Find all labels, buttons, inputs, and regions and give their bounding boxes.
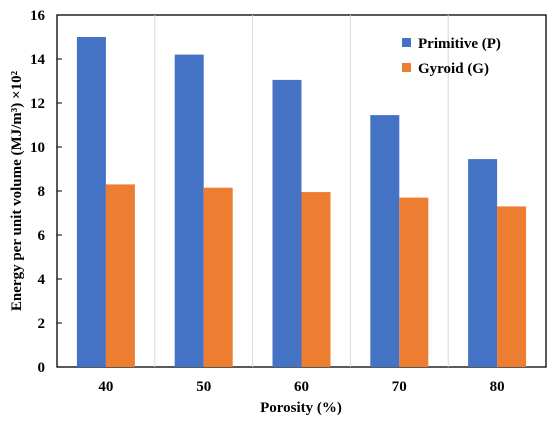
x-tick-label: 40 [98, 379, 113, 395]
bar-gyroid-60 [301, 192, 331, 367]
y-tick-label: 14 [30, 52, 46, 68]
bar-primitive-80 [468, 159, 498, 367]
grid-lines [154, 15, 449, 367]
y-tick-label: 2 [38, 316, 46, 332]
y-axis-ticks: 0 2 4 6 8 10 12 14 16 [30, 8, 62, 376]
bar-primitive-50 [174, 54, 204, 367]
x-tick-label: 60 [294, 379, 309, 395]
bars [76, 37, 527, 368]
x-axis-title: Porosity (%) [260, 400, 342, 416]
legend-swatch-gyroid [402, 63, 411, 72]
legend-label-gyroid: Gyroid (G) [418, 61, 489, 77]
y-tick-label: 10 [30, 140, 45, 156]
y-tick-label: 12 [30, 96, 45, 112]
x-tick-label: 80 [490, 379, 505, 395]
y-tick-label: 6 [38, 228, 46, 244]
bar-gyroid-80 [497, 206, 527, 367]
bar-gyroid-50 [203, 187, 233, 367]
x-tick-label: 50 [196, 379, 211, 395]
y-tick-label: 0 [38, 360, 46, 376]
bar-primitive-40 [76, 37, 106, 367]
bar-primitive-70 [370, 115, 400, 367]
x-axis-ticks: 40 50 60 70 80 [98, 379, 504, 395]
x-tick-label: 70 [392, 379, 407, 395]
y-tick-label: 4 [38, 272, 46, 288]
y-axis-title: Energy per unit volume (MJ/m³) ×10² [9, 70, 25, 311]
bar-gyroid-40 [105, 184, 135, 367]
legend-swatch-primitive [402, 38, 411, 47]
legend-label-primitive: Primitive (P) [418, 36, 501, 52]
bar-gyroid-70 [399, 197, 429, 367]
y-tick-label: 8 [38, 184, 46, 200]
y-tick-label: 16 [30, 8, 46, 24]
legend: Primitive (P) Gyroid (G) [402, 36, 501, 77]
bar-primitive-60 [272, 79, 302, 368]
